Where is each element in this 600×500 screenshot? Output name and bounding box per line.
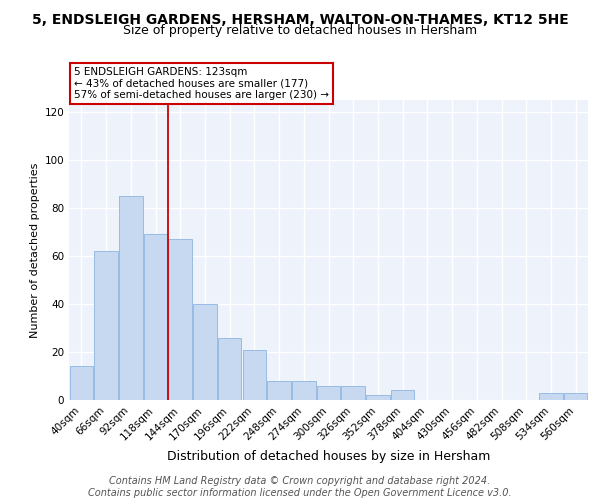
Y-axis label: Number of detached properties: Number of detached properties bbox=[30, 162, 40, 338]
Bar bbox=[391, 390, 415, 400]
Bar bbox=[94, 251, 118, 400]
Bar bbox=[242, 350, 266, 400]
Bar bbox=[341, 386, 365, 400]
Bar bbox=[366, 395, 389, 400]
Bar bbox=[218, 338, 241, 400]
Bar bbox=[169, 239, 192, 400]
Bar bbox=[268, 381, 291, 400]
Text: 5 ENDSLEIGH GARDENS: 123sqm
← 43% of detached houses are smaller (177)
57% of se: 5 ENDSLEIGH GARDENS: 123sqm ← 43% of det… bbox=[74, 67, 329, 100]
Bar bbox=[119, 196, 143, 400]
Bar bbox=[539, 393, 563, 400]
Bar bbox=[292, 381, 316, 400]
Bar bbox=[564, 393, 587, 400]
Bar bbox=[193, 304, 217, 400]
Text: Size of property relative to detached houses in Hersham: Size of property relative to detached ho… bbox=[123, 24, 477, 37]
Text: 5, ENDSLEIGH GARDENS, HERSHAM, WALTON-ON-THAMES, KT12 5HE: 5, ENDSLEIGH GARDENS, HERSHAM, WALTON-ON… bbox=[32, 12, 568, 26]
Bar bbox=[144, 234, 167, 400]
Bar bbox=[317, 386, 340, 400]
X-axis label: Distribution of detached houses by size in Hersham: Distribution of detached houses by size … bbox=[167, 450, 490, 463]
Bar bbox=[70, 366, 93, 400]
Text: Contains HM Land Registry data © Crown copyright and database right 2024.
Contai: Contains HM Land Registry data © Crown c… bbox=[88, 476, 512, 498]
